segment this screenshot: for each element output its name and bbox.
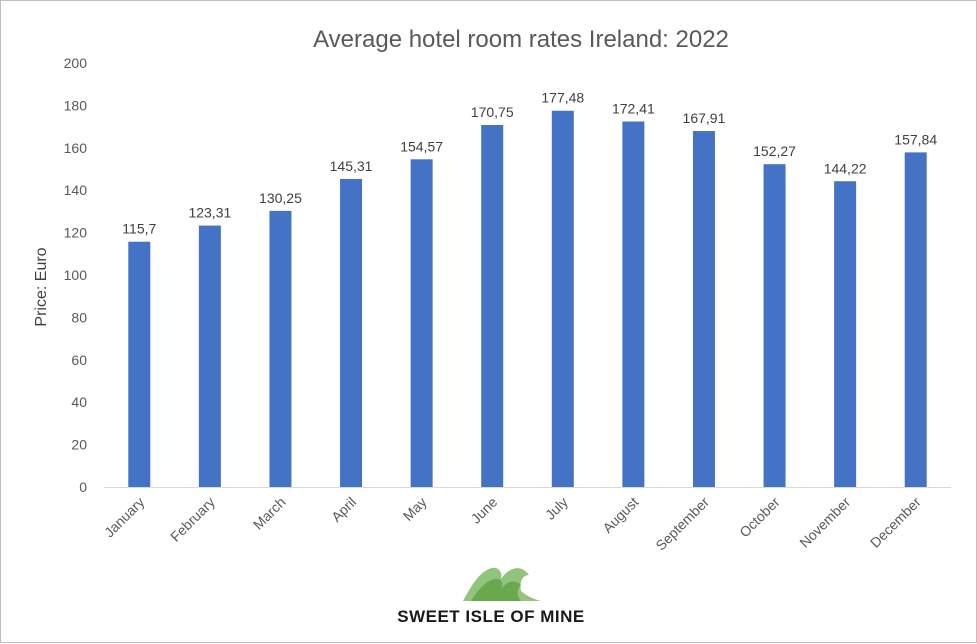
bar [198,225,221,487]
x-tick-label: October [736,494,783,541]
data-labels: 115,7 123,31 130,25 145,31 154,57 170,75 177,4… [122,90,937,237]
data-label: 170,75 [471,104,514,120]
y-tick-label: 120 [64,225,88,241]
bar [128,241,151,487]
bar [622,121,645,488]
data-label: 172,41 [612,100,655,116]
bar-series [128,110,927,488]
y-tick-label: 100 [64,267,88,283]
y-tick-label: 140 [64,182,88,198]
y-tick-label: 20 [71,437,87,453]
x-tick-label: June [468,494,501,527]
y-tick-label: 160 [64,140,88,156]
chart-title: Average hotel room rates Ireland: 2022 [313,26,729,53]
x-tick-label: January [101,494,148,541]
data-label: 152,27 [753,143,796,159]
y-tick-label: 180 [64,97,88,113]
logo-text: SWEET ISLE OF MINE [397,607,585,626]
data-label: 144,22 [824,160,867,176]
logo: SWEET ISLE OF MINE [397,567,585,626]
data-label: 145,31 [330,158,373,174]
x-tick-label: March [250,494,289,533]
x-tick-label: April [328,494,359,525]
x-tick-label: May [400,494,430,524]
bar [904,152,927,487]
bar [481,125,504,487]
x-tick-label: December [867,494,924,551]
bar [269,210,292,487]
y-axis-label: Price: Euro [33,247,50,326]
data-label: 123,31 [188,205,231,221]
data-label: 177,48 [541,90,584,106]
x-axis: January February March April May June July Augu… [101,494,924,554]
y-axis: 0 20 40 60 80 100 120 140 160 180 200 [64,55,88,495]
y-tick-label: 80 [71,309,87,325]
bar [692,131,715,487]
y-tick-label: 0 [79,479,87,495]
data-label: 154,57 [400,138,443,154]
data-label: 130,25 [259,190,302,206]
y-tick-label: 200 [64,55,88,71]
bar [410,159,433,488]
wave-icon [463,567,541,601]
x-tick-label: February [167,494,218,545]
x-tick-label: July [542,494,571,523]
x-tick-label: August [599,494,641,536]
bar [834,181,857,487]
data-label: 157,84 [894,131,937,147]
bar [551,110,574,487]
x-tick-label: September [652,494,712,554]
data-label: 115,7 [122,221,156,237]
data-label: 167,91 [683,110,726,126]
y-tick-label: 40 [71,394,87,410]
bar [340,178,363,487]
bar [763,164,786,487]
x-tick-label: November [796,494,853,551]
y-tick-label: 60 [71,352,87,368]
